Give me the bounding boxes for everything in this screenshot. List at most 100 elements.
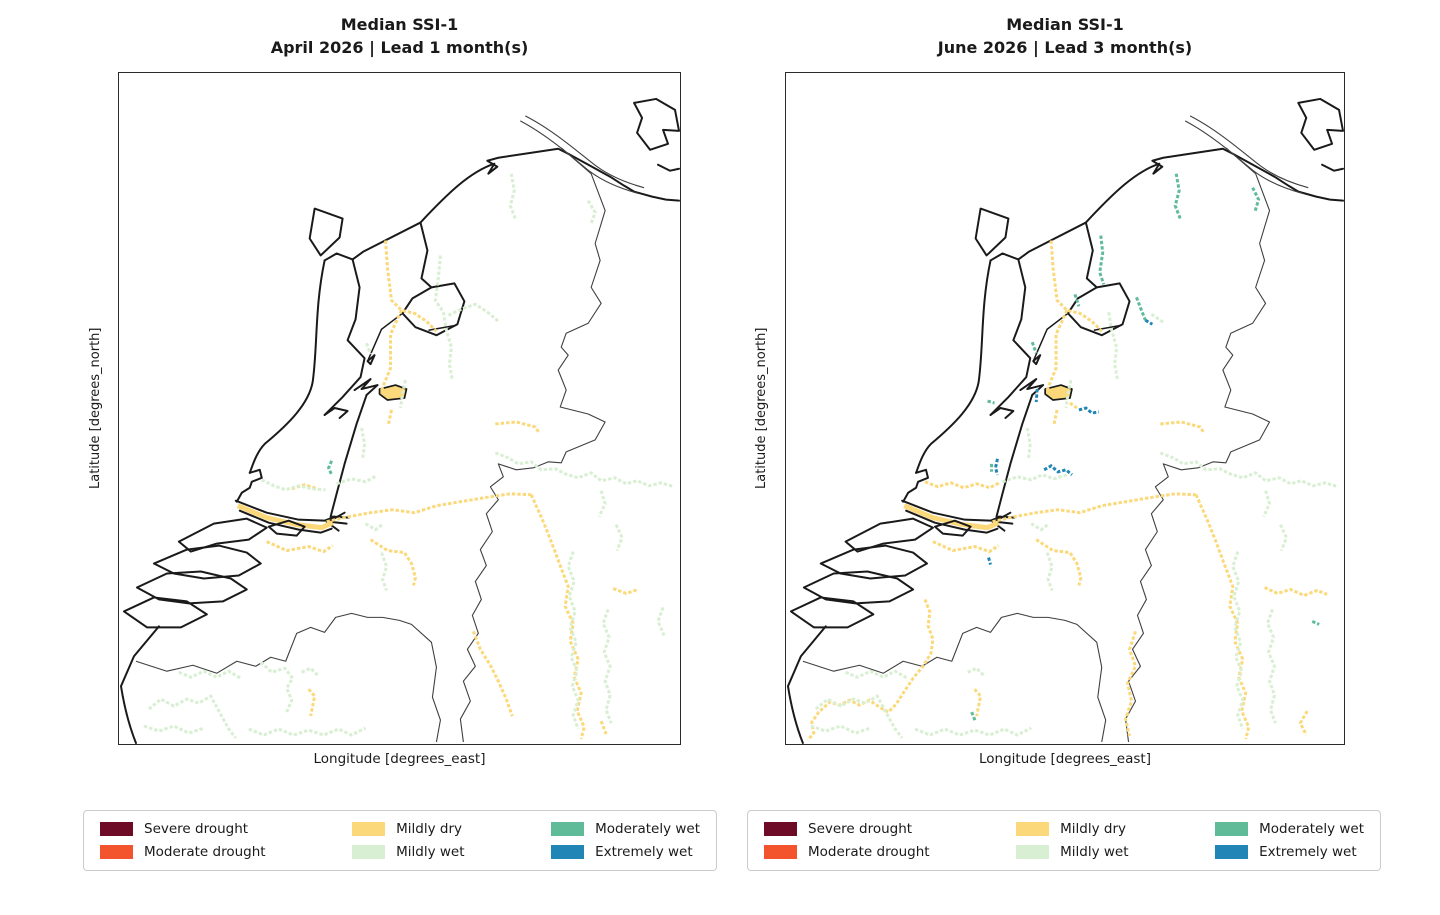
legend-swatch xyxy=(551,822,585,837)
country-border xyxy=(135,612,441,743)
river-mildly-wet xyxy=(365,342,372,355)
river-mildly-dry xyxy=(326,492,532,524)
river-mildly-dry xyxy=(369,538,418,586)
river-mildly-wet xyxy=(336,474,378,486)
river-mildly-wet xyxy=(1231,551,1245,730)
legend-label: Moderate drought xyxy=(808,843,930,860)
y-axis-label-right: Latitude [degrees_north] xyxy=(754,327,769,490)
coastline xyxy=(419,221,433,289)
river-mildly-dry xyxy=(806,598,935,741)
coastline xyxy=(991,511,1016,532)
x-axis-label-right: Longitude [degrees_east] xyxy=(979,751,1151,767)
river-mildly-dry xyxy=(1298,710,1309,736)
river-mildly-dry xyxy=(1069,401,1078,410)
legend-swatch xyxy=(100,844,133,859)
legend-june: Severe drought Moderate drought Mildly dry… xyxy=(747,810,1381,871)
coastline xyxy=(135,570,248,605)
legend-april: Severe drought Moderate drought Mildly dry… xyxy=(83,810,717,871)
river-mildly-wet xyxy=(1262,490,1272,518)
river-mildly-wet xyxy=(301,666,320,678)
coastline xyxy=(323,147,680,262)
coastline xyxy=(122,596,208,629)
country-border xyxy=(1125,147,1271,743)
legend-swatch xyxy=(1016,844,1050,859)
coastline xyxy=(401,282,466,337)
river-mildly-dry xyxy=(1049,240,1103,333)
legend-label: Severe drought xyxy=(808,821,913,838)
coastline xyxy=(974,207,1010,257)
river-extremely-wet xyxy=(1043,464,1073,476)
river-mildly-dry xyxy=(307,688,317,717)
map-plot-june xyxy=(785,72,1345,745)
river-mildly-wet xyxy=(1150,313,1165,324)
river-mildly-wet xyxy=(494,451,675,489)
legend-label: Moderate drought xyxy=(144,843,266,860)
coastline xyxy=(1032,312,1069,362)
river-mildly-dry xyxy=(384,240,438,333)
coastline xyxy=(1066,282,1131,337)
river-mildly-wet xyxy=(259,661,295,713)
river-mildly-wet xyxy=(143,724,205,735)
coastline xyxy=(248,259,326,474)
legend-swatch xyxy=(100,822,133,837)
river-moderately-wet xyxy=(326,460,333,476)
coastline xyxy=(1093,324,1122,331)
coastline xyxy=(323,258,366,416)
legend-label: Moderately wet xyxy=(595,821,700,838)
river-moderately-wet xyxy=(1098,235,1106,285)
river-mildly-dry xyxy=(471,630,514,717)
river-mildly-wet xyxy=(261,478,326,492)
legend-label: Moderately wet xyxy=(1259,821,1364,838)
coastline xyxy=(329,394,368,518)
coastline xyxy=(119,625,160,744)
river-moderately-wet xyxy=(1030,341,1038,354)
river-mildly-dry xyxy=(1052,409,1059,425)
legend-swatch xyxy=(764,822,797,837)
coastline xyxy=(902,468,929,503)
river-mildly-dry xyxy=(495,420,541,434)
coastline xyxy=(1044,384,1073,401)
legend-label: Extremely wet xyxy=(1259,843,1357,860)
title-line-1: Median SSI-1 xyxy=(340,15,459,34)
coastline xyxy=(366,354,376,366)
river-mildly-dry xyxy=(1160,420,1206,434)
coastline xyxy=(1084,221,1098,289)
river-mildly-wet xyxy=(1107,312,1120,381)
legend-item: Moderate drought xyxy=(764,844,930,860)
panel-title-april: Median SSI-1 April 2026 | Lead 1 month(s… xyxy=(118,13,681,59)
river-moderately-wet xyxy=(987,399,995,405)
river-mildly-dry xyxy=(1263,586,1328,598)
river-mildly-wet xyxy=(1001,473,1068,484)
river-mildly-wet xyxy=(1265,608,1277,724)
coastline xyxy=(234,499,336,522)
river-moderately-wet xyxy=(970,711,978,723)
coastline xyxy=(995,394,1034,518)
coastline xyxy=(428,324,457,331)
river-extremely-wet xyxy=(987,557,992,565)
river-mildly-wet xyxy=(508,173,517,220)
coastline xyxy=(657,163,680,172)
river-extremely-wet xyxy=(1034,388,1039,403)
legend-item: Mildly dry xyxy=(352,821,464,837)
legend-swatch xyxy=(551,844,585,859)
y-axis-label-left: Latitude [degrees_north] xyxy=(88,327,103,490)
river-mildly-dry xyxy=(612,587,639,596)
river-mildly-wet xyxy=(586,199,597,225)
legend-item: Mildly wet xyxy=(352,844,465,860)
river-mildly-wet xyxy=(1045,552,1054,591)
river-mildly-wet xyxy=(656,606,666,636)
river-mildly-dry xyxy=(1035,538,1083,586)
river-mildly-dry xyxy=(924,480,1001,490)
legend-item: Moderately wet xyxy=(551,821,700,837)
river-mildly-wet xyxy=(399,379,407,409)
country-border xyxy=(1189,115,1309,189)
river-mildly-wet xyxy=(566,551,580,730)
legend-label: Mildly dry xyxy=(396,821,462,838)
legend-swatch xyxy=(1215,822,1249,837)
river-moderately-wet xyxy=(1135,296,1147,321)
river-mildly-dry xyxy=(992,492,1197,524)
coastline xyxy=(844,517,934,553)
river-mildly-dry xyxy=(1194,494,1251,740)
coastline xyxy=(325,511,350,532)
coastline xyxy=(1019,378,1045,397)
